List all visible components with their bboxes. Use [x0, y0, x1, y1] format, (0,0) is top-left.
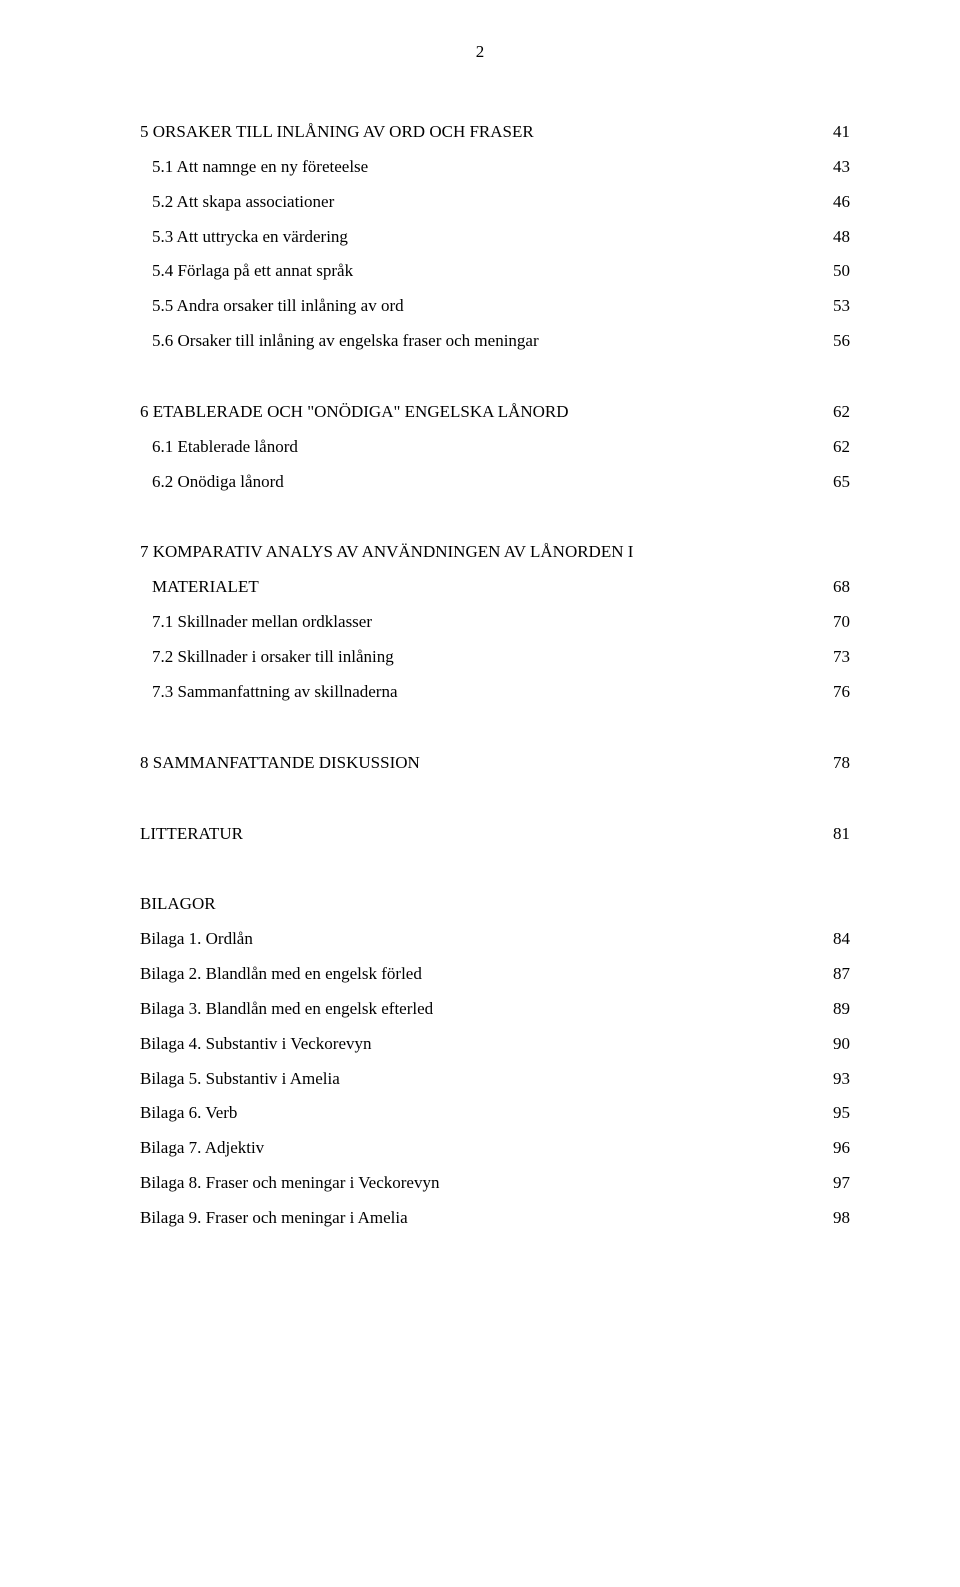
bilagor-heading: BILAGOR: [140, 887, 850, 922]
toc-page: 96: [820, 1131, 850, 1166]
toc-page: 65: [820, 465, 850, 500]
toc-item: Bilaga 8. Fraser och meningar i Veckorev…: [140, 1166, 850, 1201]
toc-title: LITTERATUR: [140, 817, 820, 852]
toc-item: 7.3 Sammanfattning av skillnaderna 76: [140, 675, 850, 710]
toc-heading-cont: MATERIALET 68: [140, 570, 850, 605]
toc-title: 5.6 Orsaker till inlåning av engelska fr…: [140, 324, 820, 359]
toc-title: 5.2 Att skapa associationer: [140, 185, 820, 220]
toc-page: 81: [820, 817, 850, 852]
toc-page: 98: [820, 1201, 850, 1236]
toc-title: 7 KOMPARATIV ANALYS AV ANVÄNDNINGEN AV L…: [140, 535, 820, 570]
page-number: 2: [476, 42, 485, 62]
toc-title: 5.1 Att namnge en ny företeelse: [140, 150, 820, 185]
toc-page: 41: [820, 115, 850, 150]
toc-page: 76: [820, 675, 850, 710]
toc-title: Bilaga 7. Adjektiv: [140, 1131, 820, 1166]
toc-title: Bilaga 4. Substantiv i Veckorevyn: [140, 1027, 820, 1062]
toc-heading: 8 SAMMANFATTANDE DISKUSSION 78: [140, 746, 850, 781]
toc-page: 43: [820, 150, 850, 185]
toc-page: 62: [820, 395, 850, 430]
toc-title: 6.2 Onödiga lånord: [140, 465, 820, 500]
toc-title: Bilaga 6. Verb: [140, 1096, 820, 1131]
toc-page: 84: [820, 922, 850, 957]
toc-page: 53: [820, 289, 850, 324]
toc-page: 73: [820, 640, 850, 675]
toc-item: 5.5 Andra orsaker till inlåning av ord 5…: [140, 289, 850, 324]
toc-title: Bilaga 2. Blandlån med en engelsk förled: [140, 957, 820, 992]
toc-item: Bilaga 7. Adjektiv 96: [140, 1131, 850, 1166]
toc-title: 5 ORSAKER TILL INLÅNING AV ORD OCH FRASE…: [140, 115, 820, 150]
toc-page: 78: [820, 746, 850, 781]
toc-title: Bilaga 8. Fraser och meningar i Veckorev…: [140, 1166, 820, 1201]
toc-heading: LITTERATUR 81: [140, 817, 850, 852]
toc-content: 5 ORSAKER TILL INLÅNING AV ORD OCH FRASE…: [140, 115, 850, 1236]
toc-heading: 5 ORSAKER TILL INLÅNING AV ORD OCH FRASE…: [140, 115, 850, 150]
toc-title: 6 ETABLERADE OCH "ONÖDIGA" ENGELSKA LÅNO…: [140, 395, 820, 430]
toc-title: 7.1 Skillnader mellan ordklasser: [140, 605, 820, 640]
toc-title: 8 SAMMANFATTANDE DISKUSSION: [140, 746, 820, 781]
toc-item: Bilaga 3. Blandlån med en engelsk efterl…: [140, 992, 850, 1027]
toc-title: 6.1 Etablerade lånord: [140, 430, 820, 465]
toc-title: 7.2 Skillnader i orsaker till inlåning: [140, 640, 820, 675]
toc-page: 50: [820, 254, 850, 289]
toc-item: 6.2 Onödiga lånord 65: [140, 465, 850, 500]
toc-page: 90: [820, 1027, 850, 1062]
toc-title: MATERIALET: [140, 570, 820, 605]
toc-title: Bilaga 5. Substantiv i Amelia: [140, 1062, 820, 1097]
toc-title: Bilaga 9. Fraser och meningar i Amelia: [140, 1201, 820, 1236]
toc-item: 5.1 Att namnge en ny företeelse 43: [140, 150, 850, 185]
toc-title: 5.5 Andra orsaker till inlåning av ord: [140, 289, 820, 324]
toc-title: Bilaga 1. Ordlån: [140, 922, 820, 957]
toc-item: 5.2 Att skapa associationer 46: [140, 185, 850, 220]
toc-page: 70: [820, 605, 850, 640]
toc-title: 7.3 Sammanfattning av skillnaderna: [140, 675, 820, 710]
toc-page: 95: [820, 1096, 850, 1131]
toc-title: 5.3 Att uttrycka en värdering: [140, 220, 820, 255]
toc-page: 46: [820, 185, 850, 220]
toc-page: 87: [820, 957, 850, 992]
toc-item: Bilaga 4. Substantiv i Veckorevyn 90: [140, 1027, 850, 1062]
toc-title: Bilaga 3. Blandlån med en engelsk efterl…: [140, 992, 820, 1027]
toc-page: 89: [820, 992, 850, 1027]
toc-item: Bilaga 2. Blandlån med en engelsk förled…: [140, 957, 850, 992]
toc-item: Bilaga 6. Verb 95: [140, 1096, 850, 1131]
toc-item: 7.2 Skillnader i orsaker till inlåning 7…: [140, 640, 850, 675]
toc-page: 48: [820, 220, 850, 255]
toc-item: 5.6 Orsaker till inlåning av engelska fr…: [140, 324, 850, 359]
toc-page: 56: [820, 324, 850, 359]
toc-item: 5.4 Förlaga på ett annat språk 50: [140, 254, 850, 289]
toc-item: 6.1 Etablerade lånord 62: [140, 430, 850, 465]
toc-item: 7.1 Skillnader mellan ordklasser 70: [140, 605, 850, 640]
toc-item: Bilaga 5. Substantiv i Amelia 93: [140, 1062, 850, 1097]
toc-page: 68: [820, 570, 850, 605]
toc-heading: 6 ETABLERADE OCH "ONÖDIGA" ENGELSKA LÅNO…: [140, 395, 850, 430]
toc-page: 93: [820, 1062, 850, 1097]
toc-item: 5.3 Att uttrycka en värdering 48: [140, 220, 850, 255]
toc-page: 97: [820, 1166, 850, 1201]
toc-item: Bilaga 1. Ordlån 84: [140, 922, 850, 957]
toc-heading: 7 KOMPARATIV ANALYS AV ANVÄNDNINGEN AV L…: [140, 535, 850, 570]
toc-page: 62: [820, 430, 850, 465]
toc-title: 5.4 Förlaga på ett annat språk: [140, 254, 820, 289]
toc-item: Bilaga 9. Fraser och meningar i Amelia 9…: [140, 1201, 850, 1236]
